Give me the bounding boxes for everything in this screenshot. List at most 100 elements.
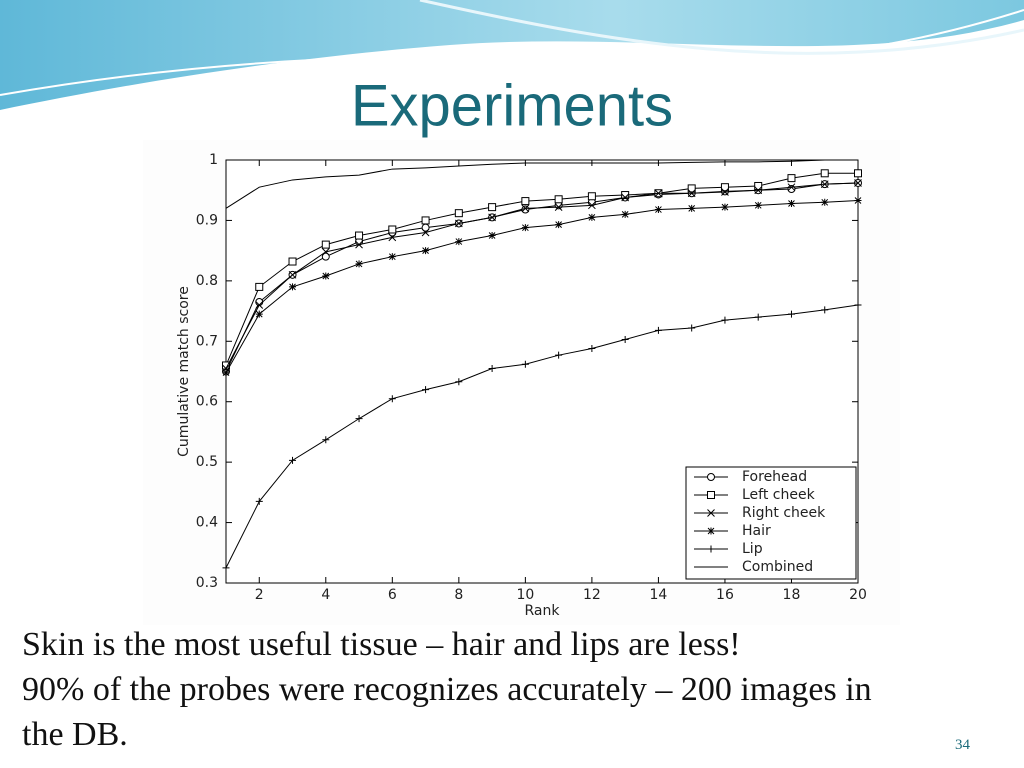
data-point <box>289 283 297 291</box>
body-line: 90% of the probes were recognizes accura… <box>22 671 872 753</box>
data-point <box>488 232 496 240</box>
data-point <box>754 186 763 195</box>
data-point <box>621 335 629 343</box>
legend-label: Left cheek <box>742 487 816 503</box>
legend-marker <box>707 491 715 499</box>
data-point <box>222 564 230 572</box>
x-tick-label: 4 <box>321 587 330 603</box>
data-point <box>322 272 330 280</box>
y-tick-label: 0.7 <box>196 333 218 349</box>
data-point <box>388 233 397 242</box>
data-point <box>355 231 364 240</box>
data-point <box>521 197 530 206</box>
data-point <box>554 195 563 204</box>
data-point <box>688 204 696 212</box>
data-point <box>521 224 529 232</box>
header-wave <box>0 0 1024 110</box>
data-point <box>754 313 762 321</box>
header-wave-line <box>0 9 1024 96</box>
data-point <box>488 203 497 212</box>
data-point <box>588 345 596 353</box>
data-point <box>787 310 795 318</box>
data-point <box>321 247 330 256</box>
data-point <box>654 326 662 334</box>
data-point <box>321 252 330 261</box>
data-point <box>355 240 363 249</box>
series-line <box>225 304 859 569</box>
y-tick-label: 0.9 <box>196 212 218 228</box>
y-axis-label: Cumulative match score <box>176 286 192 457</box>
data-point <box>521 204 530 213</box>
data-point <box>422 247 430 255</box>
data-point <box>488 213 496 222</box>
data-point <box>289 456 297 464</box>
data-point <box>854 301 862 309</box>
data-point <box>854 196 862 204</box>
data-point <box>821 198 829 206</box>
data-point <box>588 201 596 210</box>
series-line <box>225 159 858 209</box>
series-line <box>225 172 858 366</box>
data-point <box>421 228 430 237</box>
data-point <box>454 219 463 228</box>
series-line <box>225 182 859 369</box>
data-point <box>388 253 396 261</box>
legend-marker <box>707 509 715 517</box>
slide-body: Skin is the most useful tissue – hair an… <box>22 622 902 757</box>
data-point <box>222 369 230 377</box>
data-point <box>355 415 363 423</box>
data-point <box>322 436 330 444</box>
data-point <box>687 189 696 198</box>
legend-marker <box>707 473 715 481</box>
data-point <box>754 201 762 209</box>
data-point <box>455 238 463 246</box>
x-tick-label: 8 <box>454 587 463 603</box>
data-point <box>821 306 829 314</box>
data-point <box>388 395 396 403</box>
data-point <box>521 205 530 214</box>
legend-marker <box>707 545 715 553</box>
data-point <box>721 316 729 324</box>
series-line <box>225 199 859 373</box>
data-point <box>455 378 463 386</box>
data-point <box>288 257 297 266</box>
data-point <box>421 216 430 225</box>
legend-marker <box>707 527 715 535</box>
data-point <box>654 189 663 198</box>
data-point <box>787 183 796 192</box>
body-line: Skin is the most useful tissue – hair an… <box>22 626 741 663</box>
data-point <box>388 225 397 234</box>
legend-label: Right cheek <box>742 505 826 521</box>
y-tick-label: 0.6 <box>196 394 218 410</box>
x-tick-label: 18 <box>783 587 801 603</box>
data-point <box>820 180 829 189</box>
x-tick-label: 14 <box>650 587 668 603</box>
data-point <box>687 184 696 193</box>
x-tick-label: 2 <box>255 587 264 603</box>
data-point <box>587 192 596 201</box>
data-point <box>488 364 496 372</box>
data-point <box>688 324 696 332</box>
data-point <box>621 210 629 218</box>
data-point <box>787 174 796 183</box>
data-point <box>754 181 763 190</box>
data-point <box>255 301 264 309</box>
slide-title: Experiments <box>351 73 673 138</box>
data-point <box>555 221 563 229</box>
data-point <box>255 310 263 318</box>
y-tick-label: 0.8 <box>196 273 218 289</box>
page-number: 34 <box>955 737 970 753</box>
data-point <box>721 188 729 196</box>
data-point <box>255 282 264 291</box>
y-tick-label: 1 <box>209 152 218 168</box>
x-tick-label: 16 <box>716 587 734 603</box>
x-tick-label: 12 <box>583 587 601 603</box>
data-point <box>422 386 430 394</box>
data-point <box>854 169 862 178</box>
x-axis-label: Rank <box>525 603 561 619</box>
data-point <box>555 351 563 359</box>
data-point <box>321 240 330 249</box>
legend-label: Combined <box>742 559 813 575</box>
